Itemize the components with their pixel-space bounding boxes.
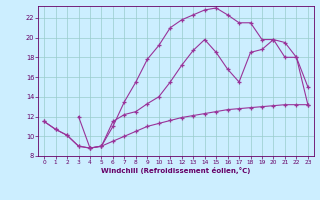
- X-axis label: Windchill (Refroidissement éolien,°C): Windchill (Refroidissement éolien,°C): [101, 167, 251, 174]
